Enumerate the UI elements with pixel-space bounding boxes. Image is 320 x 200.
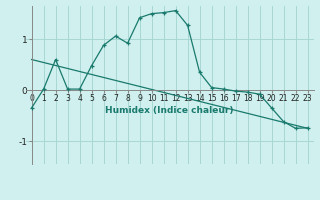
X-axis label: Humidex (Indice chaleur): Humidex (Indice chaleur) [105, 106, 234, 115]
